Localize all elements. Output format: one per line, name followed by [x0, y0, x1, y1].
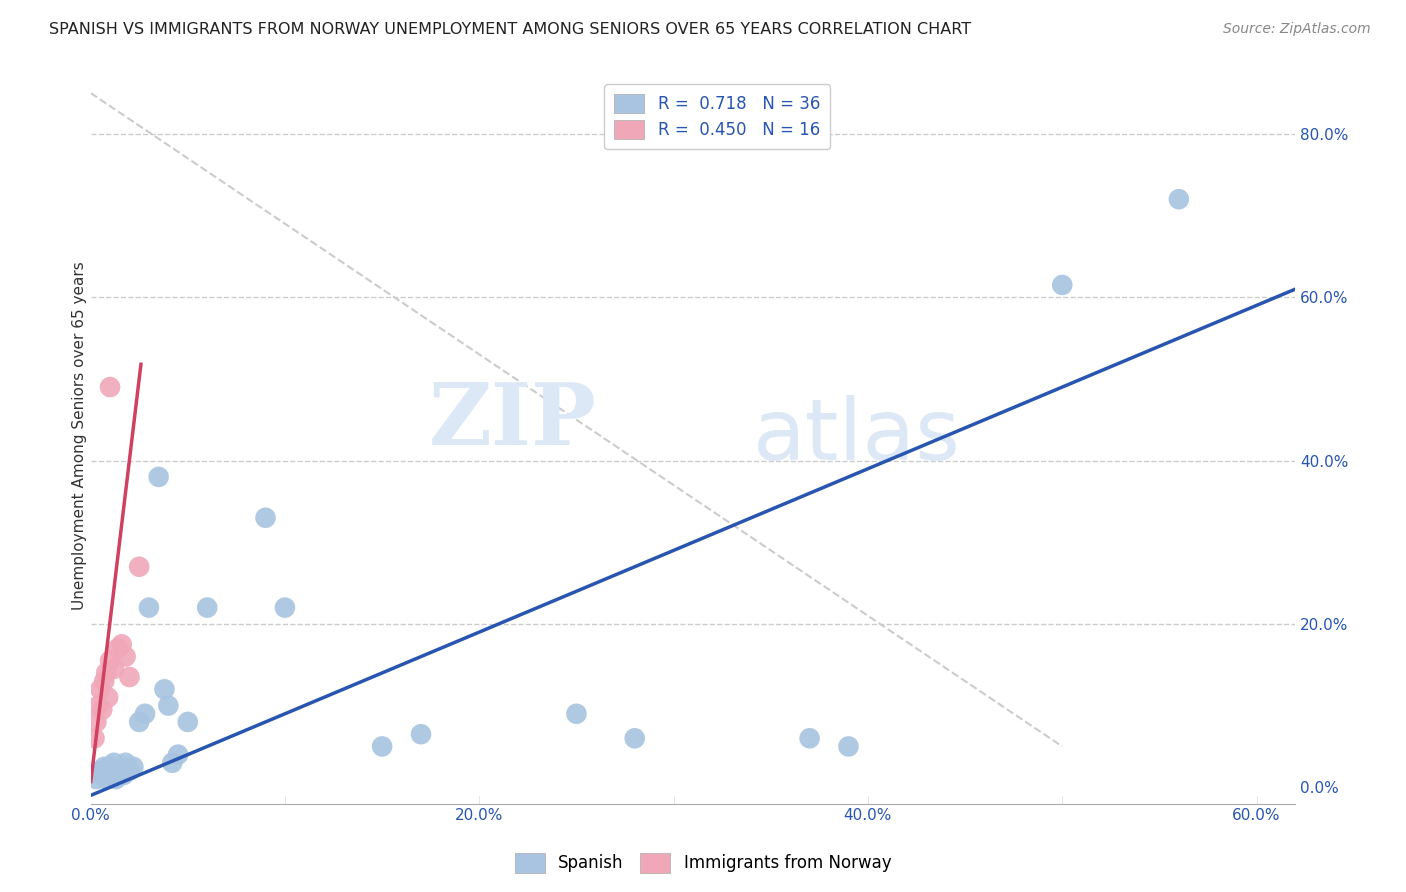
Point	[97, 690, 120, 705]
Point	[107, 641, 129, 656]
Point	[138, 600, 160, 615]
Point	[111, 760, 134, 774]
Point	[623, 731, 645, 746]
Point	[118, 670, 141, 684]
Point	[799, 731, 821, 746]
Point	[160, 756, 183, 770]
Point	[254, 510, 277, 524]
Point	[118, 764, 141, 778]
Point	[128, 559, 150, 574]
Point	[97, 764, 120, 778]
Point	[565, 706, 588, 721]
Point	[148, 470, 170, 484]
Point	[114, 756, 136, 770]
Point	[371, 739, 394, 754]
Point	[103, 756, 125, 770]
Point	[91, 768, 114, 782]
Text: ZIP: ZIP	[429, 379, 596, 463]
Point	[122, 760, 145, 774]
Point	[96, 665, 118, 680]
Point	[86, 772, 108, 786]
Point	[86, 714, 108, 729]
Point	[98, 380, 121, 394]
Point	[177, 714, 200, 729]
Point	[89, 682, 111, 697]
Point	[98, 654, 121, 668]
Point	[87, 698, 110, 713]
Point	[1167, 192, 1189, 206]
Point	[111, 637, 134, 651]
Y-axis label: Unemployment Among Seniors over 65 years: Unemployment Among Seniors over 65 years	[72, 261, 87, 610]
Point	[93, 760, 115, 774]
Point	[108, 764, 131, 778]
Point	[134, 706, 156, 721]
Point	[103, 662, 125, 676]
Point	[1052, 277, 1074, 292]
Point	[274, 600, 297, 615]
Point	[114, 649, 136, 664]
Text: SPANISH VS IMMIGRANTS FROM NORWAY UNEMPLOYMENT AMONG SENIORS OVER 65 YEARS CORRE: SPANISH VS IMMIGRANTS FROM NORWAY UNEMPL…	[49, 22, 972, 37]
Legend: Spanish, Immigrants from Norway: Spanish, Immigrants from Norway	[508, 847, 898, 880]
Point	[167, 747, 190, 762]
Point	[409, 727, 432, 741]
Text: atlas: atlas	[754, 394, 962, 477]
Point	[89, 764, 111, 778]
Point	[128, 714, 150, 729]
Point	[112, 768, 135, 782]
Point	[153, 682, 176, 697]
Legend: R =  0.718   N = 36, R =  0.450   N = 16: R = 0.718 N = 36, R = 0.450 N = 16	[605, 84, 830, 149]
Point	[91, 703, 114, 717]
Point	[104, 772, 127, 786]
Point	[101, 768, 124, 782]
Point	[93, 674, 115, 689]
Text: Source: ZipAtlas.com: Source: ZipAtlas.com	[1223, 22, 1371, 37]
Point	[98, 760, 121, 774]
Point	[96, 772, 118, 786]
Point	[83, 731, 105, 746]
Point	[195, 600, 218, 615]
Point	[837, 739, 859, 754]
Point	[157, 698, 180, 713]
